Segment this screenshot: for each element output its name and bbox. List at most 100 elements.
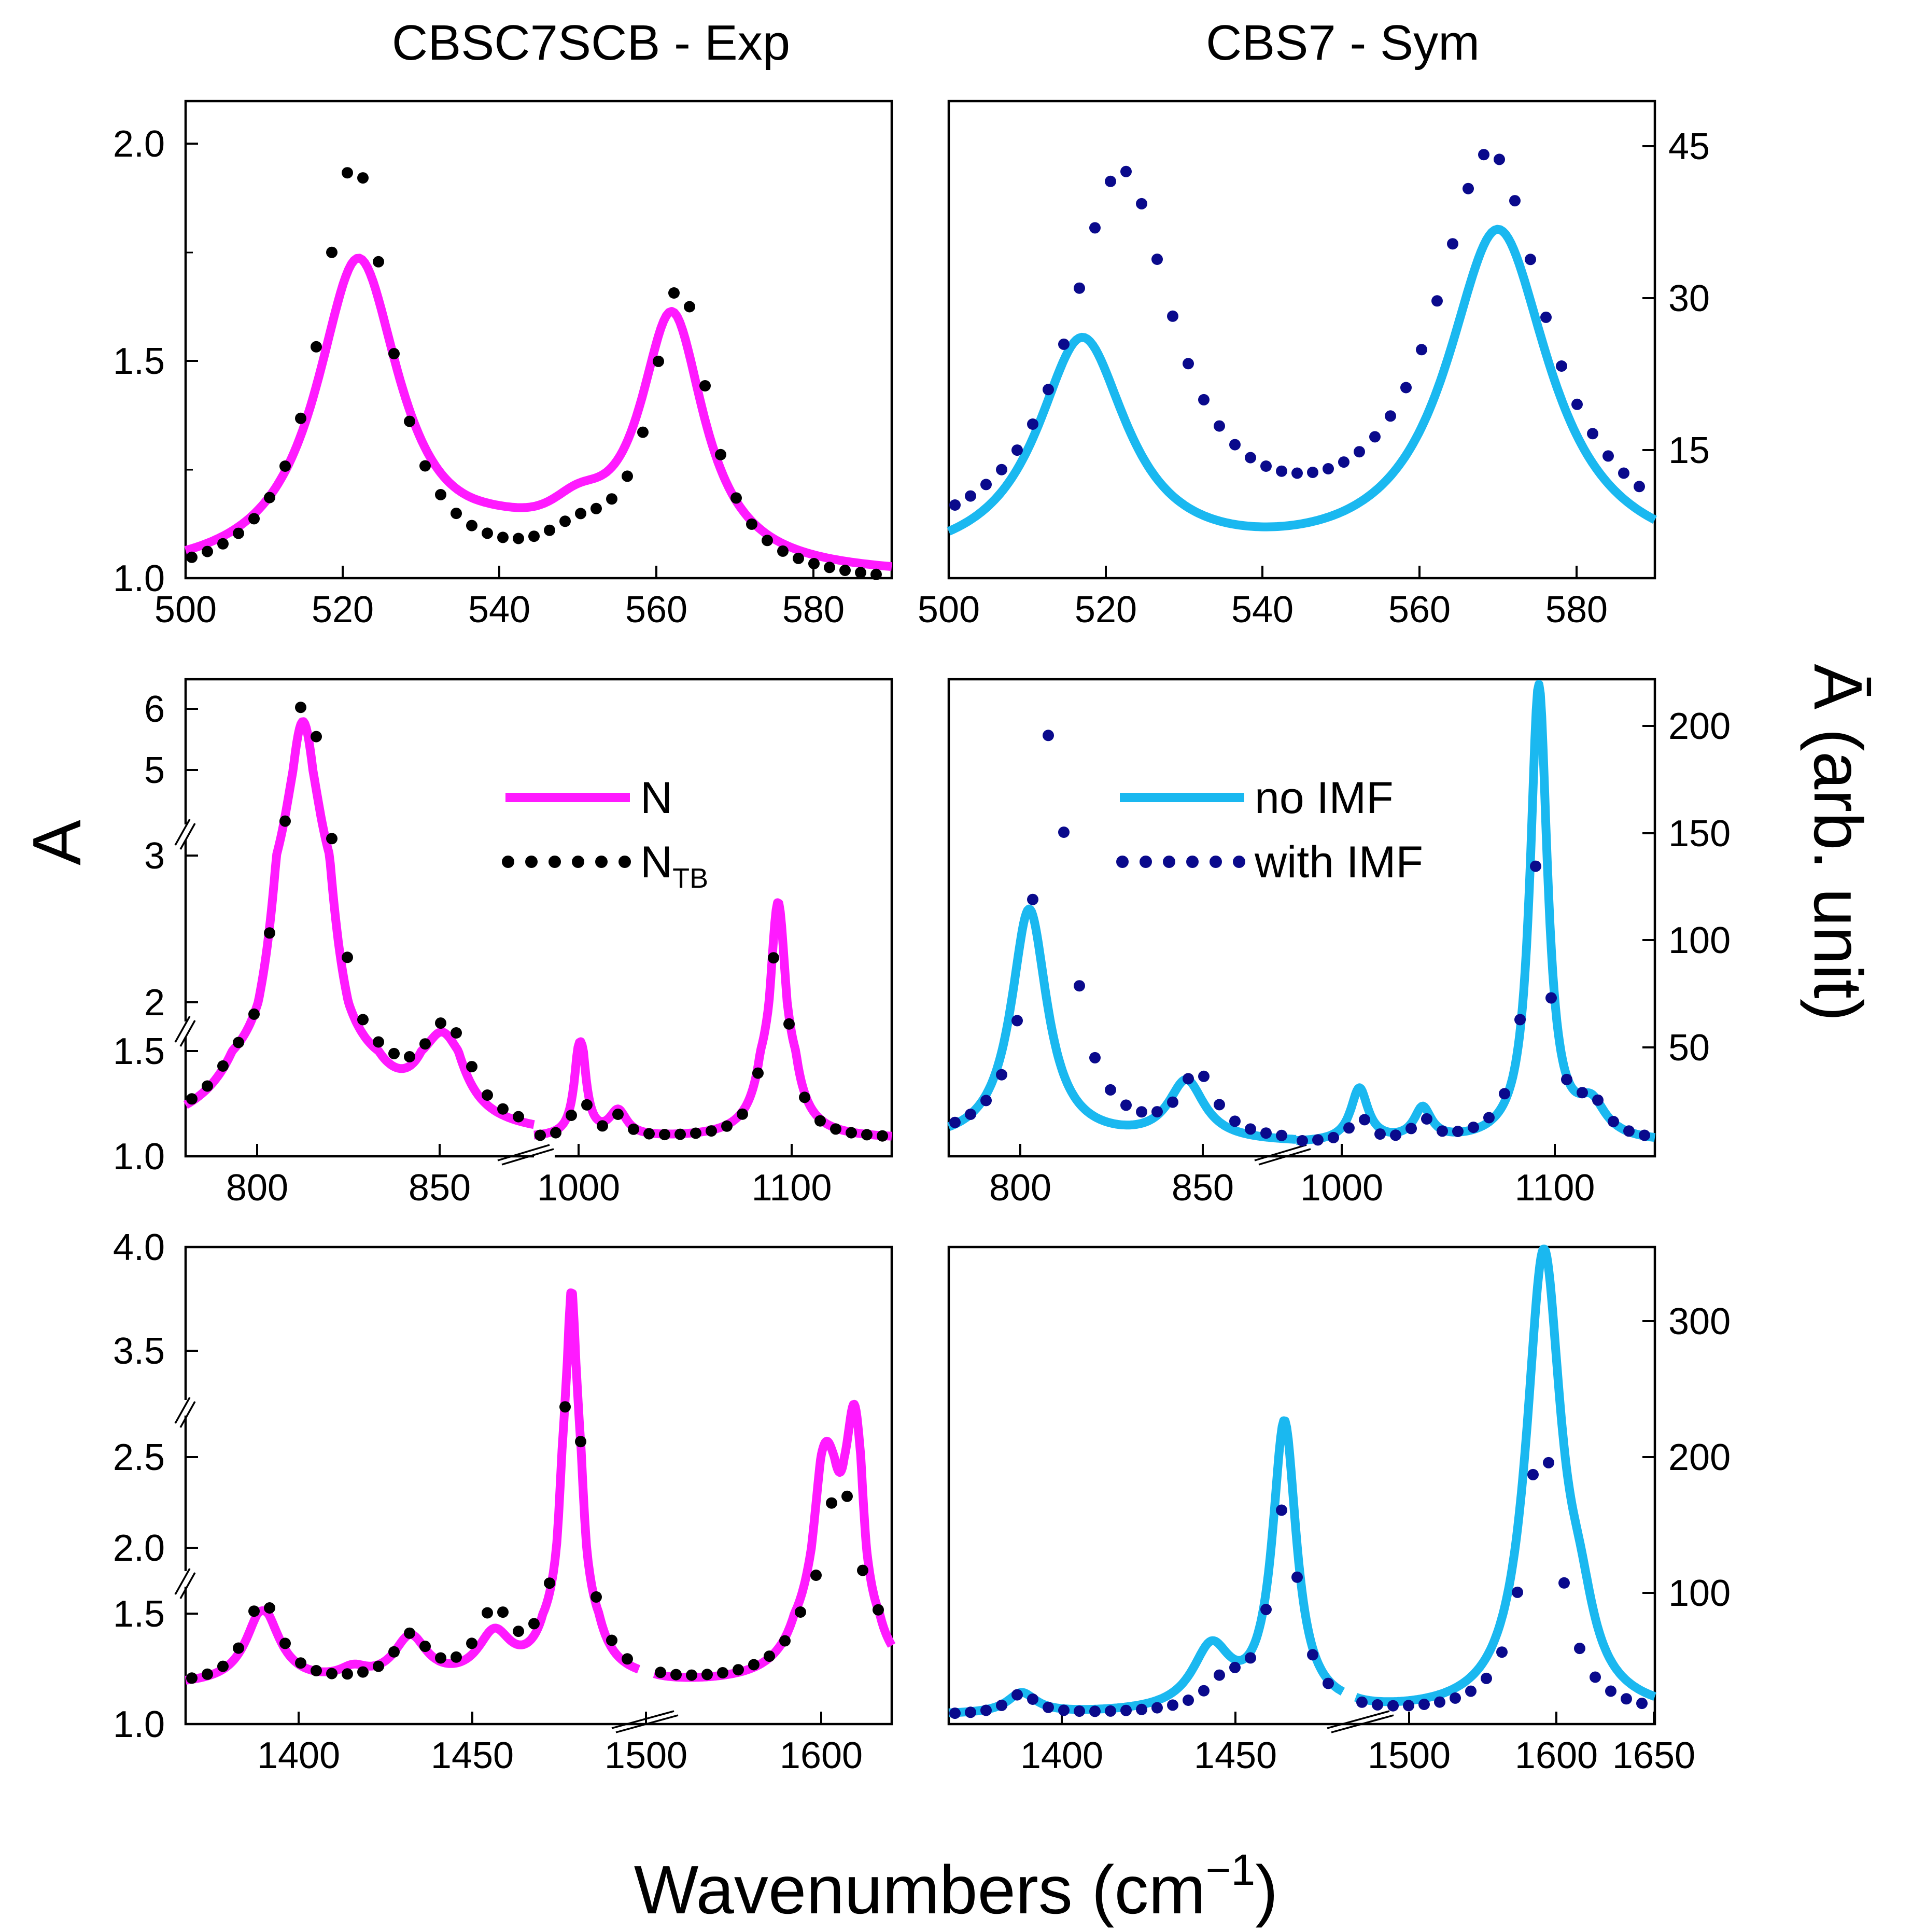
exp-top-xtick-label: 560 <box>625 589 687 631</box>
sym-mid-with-imf-point <box>1639 1129 1650 1141</box>
exp-bot-n-line <box>651 1399 896 1682</box>
sym-bot-with-imf-point <box>1574 1643 1585 1655</box>
exp-bot-n-line <box>182 1288 642 1685</box>
panel-sym-mid <box>947 678 1656 1158</box>
sym-mid-with-imf-point <box>1437 1125 1448 1137</box>
exp-mid-ntb-point <box>466 1061 477 1073</box>
sym-bot-with-imf-point <box>1260 1604 1272 1615</box>
exp-bot-ntb-point <box>779 1635 791 1647</box>
exp-top-ntb-point <box>777 545 789 557</box>
exp-bot-ntb-point <box>655 1667 666 1678</box>
exp-mid-ntb-point <box>799 1091 810 1103</box>
sym-mid-with-imf-point <box>1468 1122 1479 1133</box>
exp-bot-ntb-point <box>217 1660 229 1672</box>
exp-bot-ntb-point <box>373 1660 384 1672</box>
exp-mid-ntb-point <box>659 1129 670 1141</box>
exp-mid-ntb-point <box>202 1080 213 1092</box>
panel-exp-bot <box>184 1245 893 1726</box>
exp-top-ntb-point <box>762 535 773 547</box>
sym-bot-with-imf-point <box>1543 1457 1554 1468</box>
exp-bot-x-break-marks <box>611 1710 679 1733</box>
exp-top-ntb-point <box>419 460 431 472</box>
sym-mid-with-imf-point <box>1027 893 1038 905</box>
sym-top-with-imf-point <box>1183 358 1194 370</box>
sym-top-axes: 45 30 15 500 520 540 560 580 <box>918 126 1710 631</box>
sym-mid-with-imf-point <box>1198 1070 1210 1082</box>
sym-top-with-imf-point <box>1447 238 1458 250</box>
exp-bot-ntb-point <box>451 1651 462 1663</box>
exp-mid-ntb-point <box>752 1067 764 1079</box>
sym-top-with-imf-point <box>1602 450 1614 462</box>
exp-top-ntb-point <box>513 533 524 544</box>
sym-top-with-imf-point <box>1245 452 1256 464</box>
sym-mid-with-imf-point <box>1058 827 1070 838</box>
exp-bot-ntb-point <box>233 1642 244 1654</box>
exp-mid-ntb-point <box>264 927 275 939</box>
sym-top-with-imf-point <box>1338 456 1349 468</box>
sym-bot-with-imf-point <box>1621 1693 1632 1705</box>
sym-mid-x-break-marks <box>1254 1144 1311 1166</box>
exp-bot-xtick-label: 1500 <box>604 1735 687 1776</box>
exp-bot-ntb-point <box>528 1618 540 1630</box>
exp-top-axes: 2.0 1.5 1.0 500 520 540 560 580 <box>113 123 845 631</box>
exp-top-ntb-point <box>466 520 477 531</box>
sym-top-with-imf-point <box>949 499 961 511</box>
exp-bot-ntb-point <box>670 1669 682 1681</box>
exp-top-xtick-label: 500 <box>154 589 217 631</box>
exp-bot-xtick-label: 1600 <box>780 1735 863 1776</box>
exp-mid-y-break-marks <box>174 819 196 1047</box>
exp-mid-ntb-point <box>550 1127 561 1139</box>
exp-mid-ntb-point <box>830 1123 841 1135</box>
sym-top-with-imf-point <box>1540 311 1552 323</box>
exp-mid-ntb-point <box>721 1120 733 1132</box>
sym-top-with-imf-point <box>1385 410 1396 422</box>
legend-with-imf-swatch <box>1116 856 1245 868</box>
legend-ntb-main: N <box>640 837 672 887</box>
sym-bot-with-imf-point <box>1434 1696 1445 1708</box>
exp-bot-ytick-label: 1.0 <box>113 1704 165 1745</box>
y-axis-label-left: A <box>19 820 95 865</box>
sym-top-with-imf-point <box>1571 398 1583 410</box>
sym-top-with-imf-point <box>1229 439 1241 451</box>
sym-bot-xtick-label: 1600 <box>1515 1735 1598 1776</box>
exp-top-ntb-point <box>870 568 882 580</box>
sym-top-with-imf-point <box>1291 467 1303 479</box>
sym-mid-with-imf-point <box>1229 1115 1241 1127</box>
sym-mid-with-imf-point <box>1214 1099 1225 1111</box>
sym-bot-with-imf-point <box>1027 1693 1038 1705</box>
panel-exp-top <box>184 100 893 580</box>
exp-mid-ntb-point <box>186 1093 198 1105</box>
sym-mid-with-imf-point <box>980 1095 992 1107</box>
sym-top-with-imf-point <box>1587 428 1598 440</box>
exp-top-ntb-point <box>793 552 804 564</box>
exp-top-ntb-point <box>264 492 275 503</box>
exp-top-ntb-point <box>591 502 602 514</box>
exp-bot-ntb-point <box>606 1634 617 1646</box>
sym-top-xtick-label: 580 <box>1545 589 1608 631</box>
sym-mid-with-imf-point <box>1245 1123 1256 1135</box>
sym-top-with-imf-point <box>1431 295 1443 307</box>
sym-top-with-imf-point <box>1260 460 1272 472</box>
sym-bot-with-imf-point <box>1183 1695 1194 1706</box>
sym-bot-with-imf-point <box>1323 1677 1334 1689</box>
exp-bot-ntb-point <box>559 1401 571 1413</box>
exp-mid-ytick-label: 1.5 <box>113 1031 165 1072</box>
sym-top-xtick-label: 540 <box>1231 589 1294 631</box>
sym-bot-axes: 100 200 300 1400 1450 1500 1600 1650 <box>1020 1301 1731 1776</box>
sym-bot-ytick-label: 100 <box>1668 1573 1731 1614</box>
sym-mid-with-imf-point <box>1592 1094 1604 1106</box>
sym-mid-with-imf-point <box>1343 1122 1355 1134</box>
sym-top-with-imf-point <box>1043 384 1054 396</box>
sym-bot-xtick-label: 1450 <box>1194 1735 1277 1776</box>
exp-mid-ntb-point <box>690 1127 701 1139</box>
sym-bot-with-imf-point <box>980 1704 992 1716</box>
sym-mid-with-imf-point <box>996 1069 1007 1081</box>
sym-top-with-imf-point <box>1151 254 1163 265</box>
exp-bot-ntb-point <box>701 1669 713 1681</box>
sym-mid-ytick-label: 50 <box>1668 1027 1710 1069</box>
exp-top-ntb-point <box>824 562 835 573</box>
exp-bot-ntb-point <box>342 1668 353 1680</box>
exp-top-xtick-label: 520 <box>312 589 374 631</box>
sym-top-with-imf-point <box>1323 463 1334 474</box>
exp-mid-ntb-point <box>279 815 291 827</box>
